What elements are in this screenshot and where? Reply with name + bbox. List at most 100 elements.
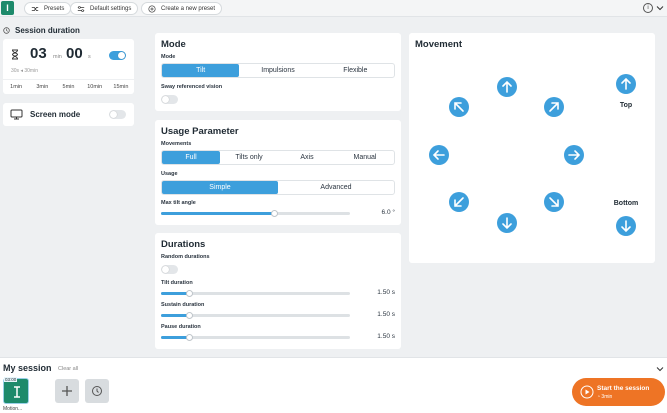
start-session-button[interactable]: Start the session ◔ 3min [572, 378, 665, 406]
quick-duration-3min[interactable]: 3min [36, 84, 49, 90]
movement-option-manual[interactable]: Manual [353, 154, 377, 161]
default-settings-button[interactable]: Default settings [70, 2, 139, 15]
plus-circle-icon [148, 4, 156, 13]
start-session-duration: ◔ 3min [597, 394, 613, 400]
top-label: Top [619, 102, 633, 109]
shuffle-icon [31, 6, 39, 11]
pause-duration-fill [161, 336, 190, 339]
arrow-down-left-button[interactable] [449, 192, 469, 212]
usage-title: Usage Parameter [161, 126, 239, 137]
movement-option-axis[interactable]: Axis [300, 154, 314, 161]
tilt-duration-knob[interactable] [186, 290, 194, 297]
arrow-down-left-icon [454, 197, 464, 207]
arrow-up-icon [502, 80, 512, 93]
sustain-duration-knob[interactable] [186, 312, 194, 319]
presets-button[interactable]: Presets [24, 2, 72, 15]
arrow-up-icon [621, 77, 631, 90]
bottom-label: Bottom [613, 200, 639, 207]
top-bar: I Presets Default settings Create a new … [0, 0, 667, 17]
screen-mode-label: Screen mode [30, 110, 81, 119]
session-duration-toggle[interactable] [109, 51, 126, 60]
usage-option-advanced[interactable]: Advanced [320, 184, 352, 191]
minutes-value[interactable]: 03 [30, 45, 47, 62]
arrow-left-icon [432, 150, 445, 160]
usage-label: Usage [161, 171, 178, 177]
pause-duration-value: 1.50 s [377, 333, 395, 340]
screen-mode-toggle[interactable] [109, 110, 126, 119]
usage-option-simple[interactable]: Simple [162, 181, 278, 194]
sustain-duration-label: Sustain duration [161, 302, 205, 308]
tilt-duration-fill [161, 292, 190, 295]
sliders-icon [77, 5, 85, 12]
quick-duration-1min[interactable]: 1min [10, 84, 23, 90]
pause-duration-label: Pause duration [161, 324, 201, 330]
sustain-duration-slider[interactable] [161, 312, 350, 319]
session-item-time: 03:00 [4, 377, 18, 382]
movement-option-full[interactable]: Full [162, 151, 220, 164]
session-duration-card: 03 min 00 s 30s ◂ 30min 1min 3min 5min 1… [3, 39, 134, 94]
start-session-label: Start the session [597, 385, 650, 392]
arrow-up-right-button[interactable] [544, 97, 564, 117]
plus-icon [62, 386, 72, 396]
presets-label: Presets [44, 5, 65, 12]
quick-duration-15min[interactable]: 15min [113, 84, 129, 90]
mode-option-impulsions[interactable]: Impulsions [261, 67, 295, 74]
tilt-duration-slider[interactable] [161, 290, 350, 297]
arrow-up-button[interactable] [497, 77, 517, 97]
tilt-duration-value: 1.50 s [377, 289, 395, 296]
movement-panel: Movement Top Bottom [409, 33, 655, 263]
max-tilt-fill [161, 212, 275, 215]
random-durations-toggle[interactable] [161, 265, 178, 274]
arrow-left-button[interactable] [429, 145, 449, 165]
arrow-down-right-button[interactable] [544, 192, 564, 212]
mode-label: Mode [161, 54, 176, 60]
arrow-up-left-icon [454, 102, 464, 112]
arrow-up-left-button[interactable] [449, 97, 469, 117]
pause-duration-slider[interactable] [161, 334, 350, 341]
mode-option-flexible[interactable]: Flexible [343, 67, 368, 74]
duration-range: 30s ◂ 30min [11, 68, 38, 74]
mode-segmented-control: Tilt Impulsions Flexible [161, 63, 395, 78]
add-pause-button[interactable] [85, 379, 109, 403]
tilt-duration-label: Tilt duration [161, 280, 193, 286]
arrow-down-button[interactable] [497, 213, 517, 233]
usage-panel: Usage Parameter Movements Full Tilts onl… [155, 120, 401, 225]
top-button[interactable] [616, 74, 636, 94]
new-preset-button[interactable]: Create a new preset [141, 2, 223, 15]
seconds-value[interactable]: 00 [66, 45, 83, 62]
mode-option-tilt[interactable]: Tilt [162, 64, 240, 77]
sway-toggle[interactable] [161, 95, 178, 104]
quick-duration-10min[interactable]: 10min [87, 84, 103, 90]
motion-icon [14, 386, 20, 398]
sway-label: Sway referenced vision [161, 84, 223, 90]
chevron-down-icon[interactable] [656, 365, 664, 373]
movement-option-tilts-only[interactable]: Tilts only [235, 154, 263, 161]
info-icon[interactable]: i [643, 3, 653, 13]
pause-duration-knob[interactable] [186, 334, 194, 341]
movements-label: Movements [161, 141, 192, 147]
new-preset-label: Create a new preset [161, 5, 216, 12]
mode-panel: Mode Mode Tilt Impulsions Flexible Sway … [155, 33, 401, 111]
session-duration-title: Session duration [15, 26, 80, 35]
movement-title: Movement [415, 39, 462, 50]
range-max: 30min [24, 68, 38, 74]
movements-segmented-control: Full Tilts only Axis Manual [161, 150, 395, 165]
arrow-right-button[interactable] [564, 145, 584, 165]
max-tilt-knob[interactable] [271, 210, 279, 217]
arrow-down-icon [621, 220, 631, 233]
session-item-card[interactable]: 03:00 [3, 377, 29, 404]
max-tilt-slider[interactable] [161, 210, 350, 217]
arrow-down-right-icon [549, 197, 559, 207]
durations-panel: Durations Random durations Tilt duration… [155, 233, 401, 349]
random-durations-label: Random durations [161, 254, 210, 260]
clear-all-link[interactable]: Clear all [58, 366, 79, 372]
default-settings-label: Default settings [90, 5, 132, 12]
bottom-button[interactable] [616, 216, 636, 236]
hourglass-icon [11, 49, 19, 60]
timer-icon [92, 386, 102, 396]
chevron-down-icon[interactable] [656, 4, 664, 12]
add-item-button[interactable] [55, 379, 79, 403]
monitor-icon [10, 109, 23, 120]
session-item-label: Motion... [3, 406, 23, 412]
quick-duration-5min[interactable]: 5min [62, 84, 75, 90]
